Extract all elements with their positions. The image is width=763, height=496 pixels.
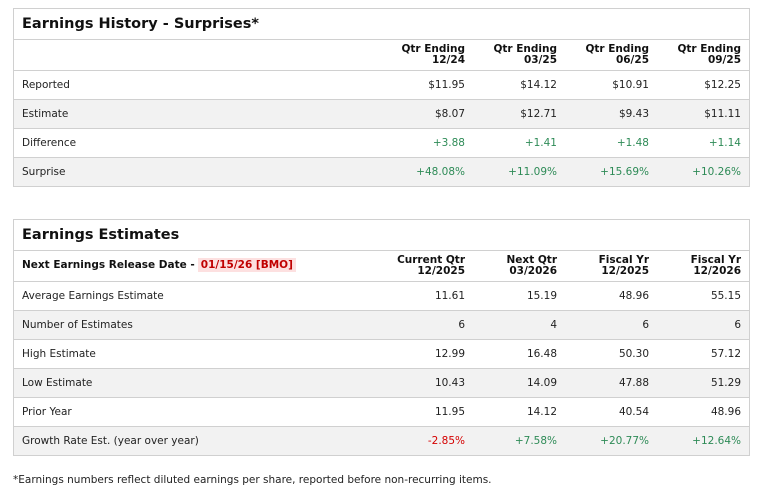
- cell-value: 14.09: [473, 368, 565, 398]
- header-row: Next Earnings Release Date -01/15/26 [BM…: [14, 251, 749, 282]
- footnote: *Earnings numbers reflect diluted earnin…: [13, 474, 492, 486]
- cell-value: +12.64%: [657, 426, 749, 455]
- panel-title: Earnings Estimates: [14, 220, 749, 251]
- release-date-label: Next Earnings Release Date -01/15/26 [BM…: [14, 251, 381, 282]
- cell-value: +20.77%: [565, 426, 657, 455]
- column-header: Qtr Ending 12/24: [381, 40, 473, 71]
- cell-value: 11.61: [381, 281, 473, 311]
- cell-value: 16.48: [473, 339, 565, 369]
- cell-value: 14.12: [473, 397, 565, 427]
- cell-value: 51.29: [657, 368, 749, 398]
- cell-value: +10.26%: [657, 157, 749, 186]
- row-label: Surprise: [14, 157, 381, 186]
- cell-value: $12.71: [473, 99, 565, 129]
- table-row: Reported $11.95 $14.12 $10.91 $12.25: [14, 70, 749, 100]
- row-label: Average Earnings Estimate: [14, 281, 381, 311]
- row-label: Number of Estimates: [14, 310, 381, 340]
- cell-value: 48.96: [657, 397, 749, 427]
- cell-value: 47.88: [565, 368, 657, 398]
- row-label: Growth Rate Est. (year over year): [14, 426, 381, 455]
- cell-value: 57.12: [657, 339, 749, 369]
- row-label: High Estimate: [14, 339, 381, 369]
- cell-value: 4: [473, 310, 565, 340]
- cell-value: $11.11: [657, 99, 749, 129]
- column-header: Next Qtr 03/2026: [473, 251, 565, 282]
- cell-value: +15.69%: [565, 157, 657, 186]
- earnings-history-table: Qtr Ending 12/24 Qtr Ending 03/25 Qtr Ending…: [14, 40, 749, 186]
- cell-value: +7.58%: [473, 426, 565, 455]
- cell-value: 6: [657, 310, 749, 340]
- cell-value: $11.95: [381, 70, 473, 100]
- column-header: Qtr Ending 06/25: [565, 40, 657, 71]
- panel-title: Earnings History - Surprises*: [14, 9, 749, 40]
- cell-value: +1.41: [473, 128, 565, 158]
- row-label: Prior Year: [14, 397, 381, 427]
- cell-value: $8.07: [381, 99, 473, 129]
- cell-value: 50.30: [565, 339, 657, 369]
- cell-value: 10.43: [381, 368, 473, 398]
- cell-value: +3.88: [381, 128, 473, 158]
- table-row: Estimate $8.07 $12.71 $9.43 $11.11: [14, 99, 749, 129]
- column-header: Fiscal Yr 12/2026: [657, 251, 749, 282]
- column-header: Qtr Ending 09/25: [657, 40, 749, 71]
- cell-value: 15.19: [473, 281, 565, 311]
- row-label: Difference: [14, 128, 381, 158]
- cell-value: $10.91: [565, 70, 657, 100]
- cell-value: 48.96: [565, 281, 657, 311]
- row-label: Low Estimate: [14, 368, 381, 398]
- table-row: High Estimate 12.99 16.48 50.30 57.12: [14, 339, 749, 369]
- column-header: Qtr Ending 03/25: [473, 40, 565, 71]
- table-row: Prior Year 11.95 14.12 40.54 48.96: [14, 397, 749, 427]
- cell-value: +48.08%: [381, 157, 473, 186]
- column-header: Current Qtr 12/2025: [381, 251, 473, 282]
- cell-value: 40.54: [565, 397, 657, 427]
- table-row: Difference +3.88 +1.41 +1.48 +1.14: [14, 128, 749, 158]
- header-row: Qtr Ending 12/24 Qtr Ending 03/25 Qtr Ending…: [14, 40, 749, 71]
- cell-value: $14.12: [473, 70, 565, 100]
- cell-value: $9.43: [565, 99, 657, 129]
- table-row: Low Estimate 10.43 14.09 47.88 51.29: [14, 368, 749, 398]
- row-label: Reported: [14, 70, 381, 100]
- table-row: Growth Rate Est. (year over year) -2.85% +…: [14, 426, 749, 455]
- table-row: Surprise +48.08% +11.09% +15.69% +10.26%: [14, 157, 749, 186]
- cell-value: 6: [381, 310, 473, 340]
- table-row: Average Earnings Estimate 11.61 15.19 48.96…: [14, 281, 749, 311]
- table-row: Number of Estimates 6 4 6 6: [14, 310, 749, 340]
- cell-value: 55.15: [657, 281, 749, 311]
- cell-value: +1.48: [565, 128, 657, 158]
- cell-value: +11.09%: [473, 157, 565, 186]
- cell-value: -2.85%: [381, 426, 473, 455]
- cell-value: 11.95: [381, 397, 473, 427]
- column-header: Fiscal Yr 12/2025: [565, 251, 657, 282]
- earnings-history-panel: Earnings History - Surprises* Qtr Ending…: [13, 8, 750, 187]
- header-spacer: [14, 40, 381, 71]
- cell-value: 6: [565, 310, 657, 340]
- cell-value: 12.99: [381, 339, 473, 369]
- cell-value: $12.25: [657, 70, 749, 100]
- earnings-estimates-table: Next Earnings Release Date -01/15/26 [BM…: [14, 251, 749, 455]
- cell-value: +1.14: [657, 128, 749, 158]
- row-label: Estimate: [14, 99, 381, 129]
- release-date-badge: 01/15/26 [BMO]: [197, 258, 296, 273]
- earnings-estimates-panel: Earnings Estimates Next Earnings Release…: [13, 219, 750, 456]
